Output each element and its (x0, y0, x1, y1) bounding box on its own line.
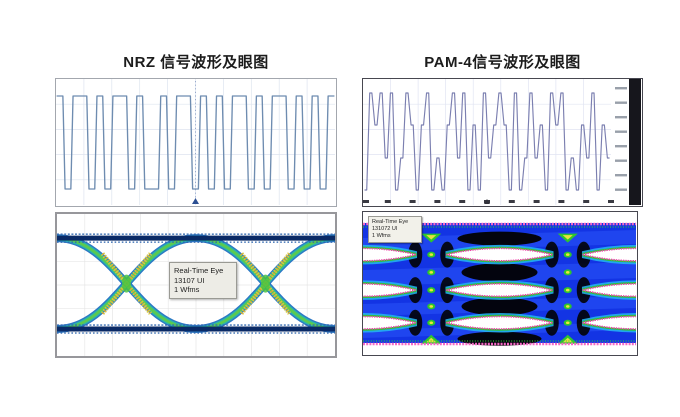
pam4-waveform-plot (363, 79, 641, 205)
pam4-eye-panel: Real-Time Eye 131072 UI 1 Wfms (362, 211, 638, 356)
annotation-line-1: Real-Time Eye (372, 219, 409, 225)
annotation-line-3: 1 Wfms (372, 233, 391, 239)
nrz-title: NRZ 信号波形及眼图 (123, 54, 269, 71)
annotation-line-3: 1 Wfms (174, 285, 200, 294)
pam4-eye-annotation: Real-Time Eye 131072 UI 1 Wfms (368, 216, 422, 243)
nrz-eye-plot (57, 214, 335, 356)
pam4-title: PAM-4信号波形及眼图 (424, 54, 581, 71)
pam4-eye-plot (363, 212, 636, 354)
nrz-waveform-panel (55, 78, 337, 207)
pam4-waveform-panel (362, 78, 643, 207)
annotation-line-1: Real-Time Eye (174, 266, 224, 275)
nrz-eye-annotation: Real-Time Eye 13107 UI 1 Wfms (169, 262, 237, 299)
annotation-line-2: 131072 UI (372, 226, 398, 232)
nrz-waveform-plot (56, 79, 335, 205)
annotation-line-2: 13107 UI (174, 275, 205, 285)
nrz-eye-panel: Real-Time Eye 13107 UI 1 Wfms (55, 212, 337, 358)
